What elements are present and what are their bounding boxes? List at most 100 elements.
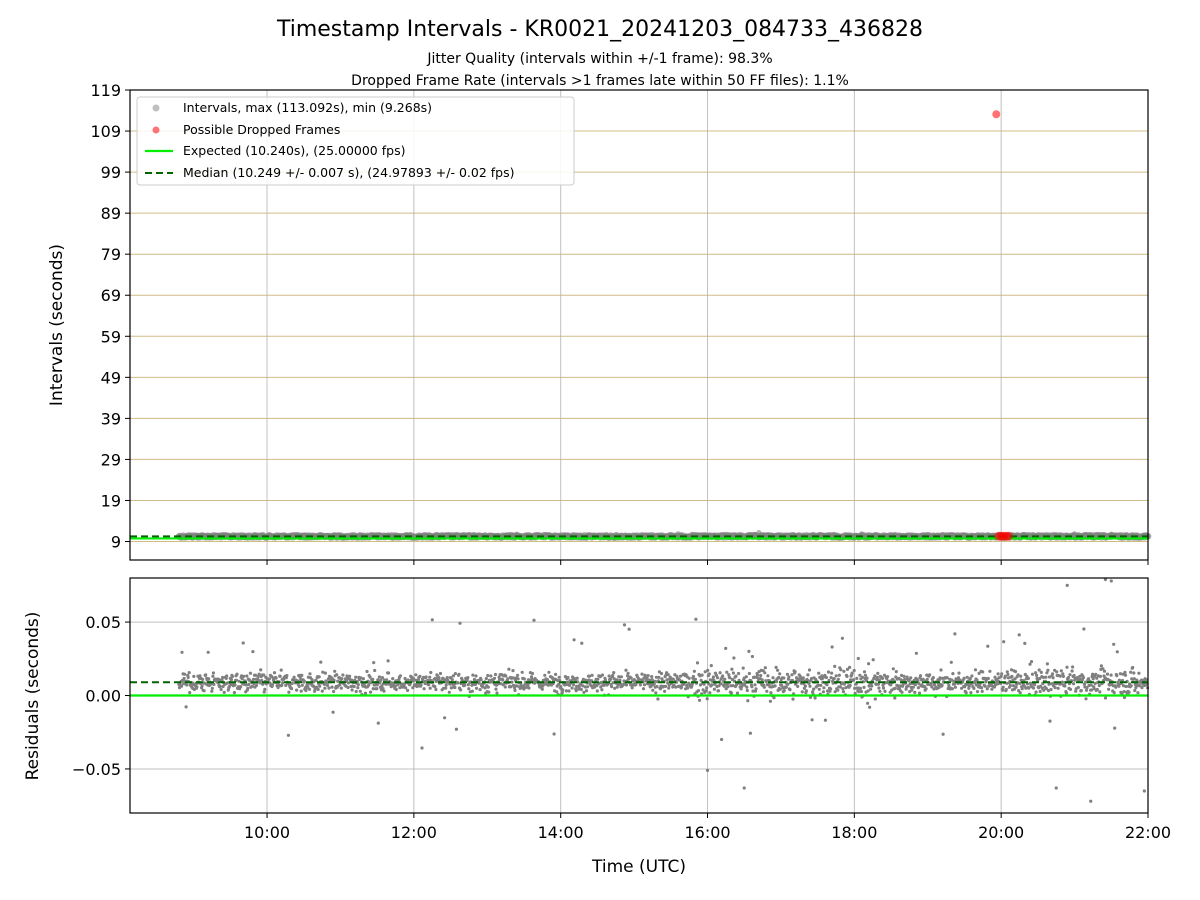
- residual-point: [918, 674, 923, 678]
- residual-point: [760, 678, 764, 682]
- residual-point: [371, 677, 375, 682]
- residual-point: [1068, 673, 1072, 677]
- residual-point: [834, 674, 838, 678]
- residual-point: [1097, 683, 1101, 688]
- residual-point: [1072, 673, 1076, 678]
- residual-point: [705, 686, 709, 690]
- residual-point: [742, 786, 746, 790]
- residual-point: [339, 686, 343, 690]
- residual-point: [839, 668, 843, 672]
- residual-point: [728, 676, 732, 680]
- residual-point: [754, 687, 758, 691]
- residual-point: [248, 671, 252, 675]
- residual-point: [1094, 672, 1098, 676]
- residuals-y-tick-label: 0.00: [85, 687, 121, 706]
- residual-point: [858, 686, 863, 691]
- residual-point: [412, 677, 416, 681]
- residual-point: [655, 684, 659, 689]
- residual-point: [318, 684, 322, 688]
- residual-point: [396, 683, 400, 687]
- residual-point: [630, 686, 634, 690]
- residual-point: [1008, 683, 1013, 688]
- residual-point: [225, 674, 229, 678]
- residual-point: [221, 675, 225, 680]
- residual-point: [774, 665, 778, 670]
- residual-point: [325, 683, 330, 688]
- residual-point: [516, 673, 520, 677]
- residual-point: [853, 691, 857, 696]
- residual-point: [179, 684, 184, 688]
- residual-point: [686, 686, 690, 690]
- residual-point: [595, 689, 599, 693]
- residual-point: [611, 673, 615, 678]
- chart-subtitle-dropped: Dropped Frame Rate (intervals >1 frames …: [351, 73, 849, 89]
- residual-point: [1060, 680, 1064, 684]
- residual-point: [877, 686, 881, 690]
- residual-point: [201, 677, 205, 682]
- residual-point: [1028, 681, 1033, 685]
- residual-point: [732, 656, 736, 660]
- residual-point: [1132, 671, 1136, 675]
- residual-point: [1122, 695, 1127, 700]
- intervals-y-tick-label: 119: [90, 81, 121, 100]
- residual-point: [427, 683, 431, 687]
- residual-point: [811, 690, 815, 694]
- residual-point: [706, 668, 710, 673]
- residual-point: [306, 685, 310, 689]
- residual-point: [1055, 670, 1059, 674]
- residual-point: [667, 686, 671, 690]
- residual-point: [1123, 670, 1127, 675]
- residual-point: [986, 644, 990, 648]
- residual-point: [1038, 689, 1042, 694]
- residual-point: [184, 705, 188, 709]
- residual-point: [856, 656, 860, 661]
- residual-point: [430, 618, 434, 622]
- residual-point: [372, 661, 376, 665]
- residual-point: [721, 674, 725, 678]
- residual-point: [516, 677, 520, 681]
- residual-point: [1034, 671, 1038, 675]
- residual-point: [267, 677, 271, 681]
- interval-point: [859, 531, 865, 537]
- chart-subtitle-jitter: Jitter Quality (intervals within +/-1 fr…: [426, 51, 772, 67]
- residual-point: [782, 688, 786, 693]
- residual-point: [663, 689, 667, 693]
- residuals-y-tick-label: 0.05: [85, 613, 121, 632]
- residual-point: [609, 677, 613, 681]
- residual-point: [232, 691, 236, 695]
- residual-point: [837, 673, 841, 677]
- residual-point: [186, 675, 190, 680]
- residual-point: [467, 687, 471, 691]
- residual-point: [807, 668, 812, 672]
- residual-point: [816, 683, 820, 687]
- residual-point: [584, 689, 589, 693]
- residual-point: [833, 664, 837, 669]
- residual-point: [999, 674, 1003, 678]
- residual-point: [1054, 786, 1058, 790]
- residual-point: [507, 667, 511, 671]
- residual-point: [393, 684, 397, 688]
- residual-point: [406, 678, 410, 682]
- residual-point: [239, 685, 243, 689]
- residual-point: [443, 678, 447, 682]
- residual-point: [1038, 676, 1042, 681]
- residual-point: [975, 678, 979, 682]
- residual-point: [503, 685, 507, 689]
- residual-point: [397, 678, 401, 682]
- residual-point: [1109, 579, 1113, 583]
- residual-point: [677, 678, 682, 682]
- residual-point: [1137, 671, 1141, 675]
- residual-point: [977, 671, 981, 676]
- residual-point: [840, 681, 844, 685]
- residual-point: [875, 678, 879, 682]
- residual-point: [705, 768, 710, 773]
- residual-point: [962, 676, 966, 680]
- intervals-y-tick-label: 9: [111, 533, 121, 552]
- residual-point: [555, 690, 559, 694]
- residual-point: [778, 672, 782, 676]
- legend-dropped-marker: [152, 126, 160, 134]
- residual-point: [404, 686, 408, 690]
- residual-point: [354, 675, 358, 679]
- residual-point: [924, 687, 928, 691]
- residual-point: [1065, 583, 1069, 587]
